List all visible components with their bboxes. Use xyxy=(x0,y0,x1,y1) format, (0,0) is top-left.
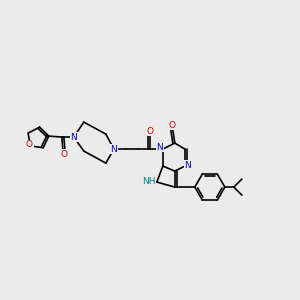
Text: NH: NH xyxy=(142,177,156,186)
Text: N: N xyxy=(184,160,191,169)
Text: N: N xyxy=(70,133,77,142)
Text: O: O xyxy=(26,140,33,149)
Text: N: N xyxy=(157,142,163,152)
Text: N: N xyxy=(110,145,117,154)
Text: O: O xyxy=(146,127,153,136)
Text: O: O xyxy=(60,150,67,159)
Text: O: O xyxy=(168,121,175,130)
